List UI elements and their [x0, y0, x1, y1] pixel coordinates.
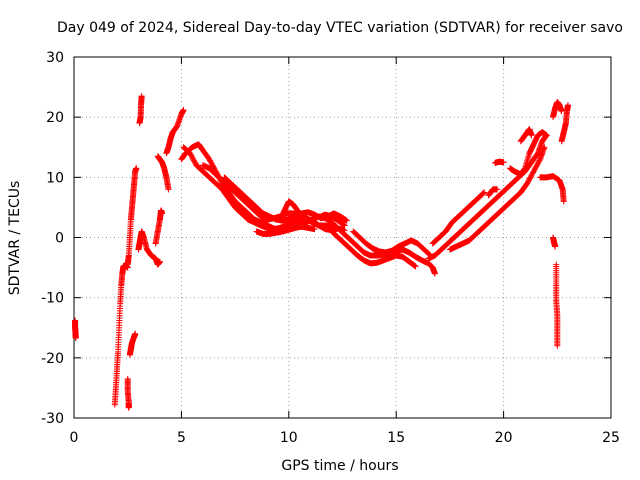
- data-point: [541, 144, 548, 151]
- series-arc-3: [124, 375, 132, 411]
- y-tick-label: 10: [46, 170, 64, 186]
- series-arc-18: [350, 228, 434, 259]
- series-arc-8: [152, 207, 166, 247]
- y-tick-label: 0: [55, 231, 64, 247]
- y-tick-label: 20: [46, 110, 64, 126]
- series-arc-23: [485, 186, 501, 199]
- data-point: [560, 198, 567, 205]
- x-axis-label: GPS time / hours: [281, 458, 398, 474]
- series-arc-28: [550, 99, 565, 121]
- data-point: [479, 190, 486, 197]
- data-point: [298, 213, 305, 220]
- data-point: [165, 186, 172, 193]
- data-point: [552, 243, 559, 250]
- series-arc-24: [492, 158, 507, 166]
- x-tick-label: 25: [602, 430, 620, 446]
- series-arc-20: [425, 132, 550, 262]
- series-arc-7: [135, 228, 163, 268]
- data-point: [133, 165, 140, 172]
- data-point: [156, 258, 163, 265]
- series-arc-21: [429, 189, 488, 247]
- y-axis-label: SDTVAR / TECUs: [7, 181, 23, 296]
- grid-lines: [74, 57, 611, 418]
- x-tick-label: 10: [280, 430, 298, 446]
- data-point: [132, 330, 139, 337]
- series-arc-29: [558, 102, 572, 145]
- data-point: [494, 186, 501, 193]
- series-arc-4: [126, 330, 139, 358]
- data-point: [565, 102, 572, 109]
- data-point: [159, 210, 166, 217]
- series-arc-6: [136, 93, 145, 127]
- series-arc-22: [446, 144, 548, 253]
- data-point: [412, 263, 419, 270]
- data-point: [554, 342, 561, 349]
- series-arc-15: [253, 223, 318, 237]
- y-tick-label: -30: [41, 411, 64, 427]
- data-point: [180, 106, 187, 113]
- data-point: [528, 132, 535, 139]
- series-arc-17: [328, 228, 419, 270]
- series-arc-9: [154, 153, 172, 193]
- data-point: [125, 404, 132, 411]
- chart-title: Day 049 of 2024, Sidereal Day-to-day VTE…: [57, 20, 623, 36]
- data-point: [480, 189, 487, 196]
- x-tick-label: 5: [177, 430, 186, 446]
- series-arc-5: [124, 165, 140, 268]
- data-point: [138, 93, 145, 100]
- series-arc-30: [550, 234, 559, 250]
- series-arc-19: [318, 211, 348, 229]
- series-arc-27: [537, 173, 567, 205]
- series-arc-26: [517, 126, 535, 145]
- data-point: [558, 108, 565, 115]
- data-series: [72, 93, 572, 411]
- data-point: [72, 334, 79, 341]
- series-arc-31: [553, 261, 561, 349]
- data-point: [431, 270, 438, 277]
- y-tick-label: -10: [41, 291, 64, 307]
- x-axis-ticks: 0 5 10 15 20 25: [70, 57, 620, 446]
- series-arc-25: [507, 129, 550, 178]
- data-point: [311, 226, 318, 233]
- y-tick-label: 30: [46, 50, 64, 66]
- series-arc-10: [163, 106, 187, 157]
- y-tick-label: -20: [41, 351, 64, 367]
- data-point: [343, 217, 350, 224]
- series-arc-16: [277, 198, 305, 223]
- x-tick-label: 0: [70, 430, 79, 446]
- series-arc-1: [72, 317, 79, 341]
- data-point: [500, 159, 507, 166]
- data-point: [341, 222, 348, 229]
- y-axis-ticks: -30 -20 -10 0 10 20 30: [41, 50, 611, 427]
- x-tick-label: 15: [387, 430, 405, 446]
- data-point: [543, 132, 550, 139]
- series-arc-12: [180, 144, 348, 234]
- data-point: [481, 189, 488, 196]
- x-tick-label: 20: [495, 430, 513, 446]
